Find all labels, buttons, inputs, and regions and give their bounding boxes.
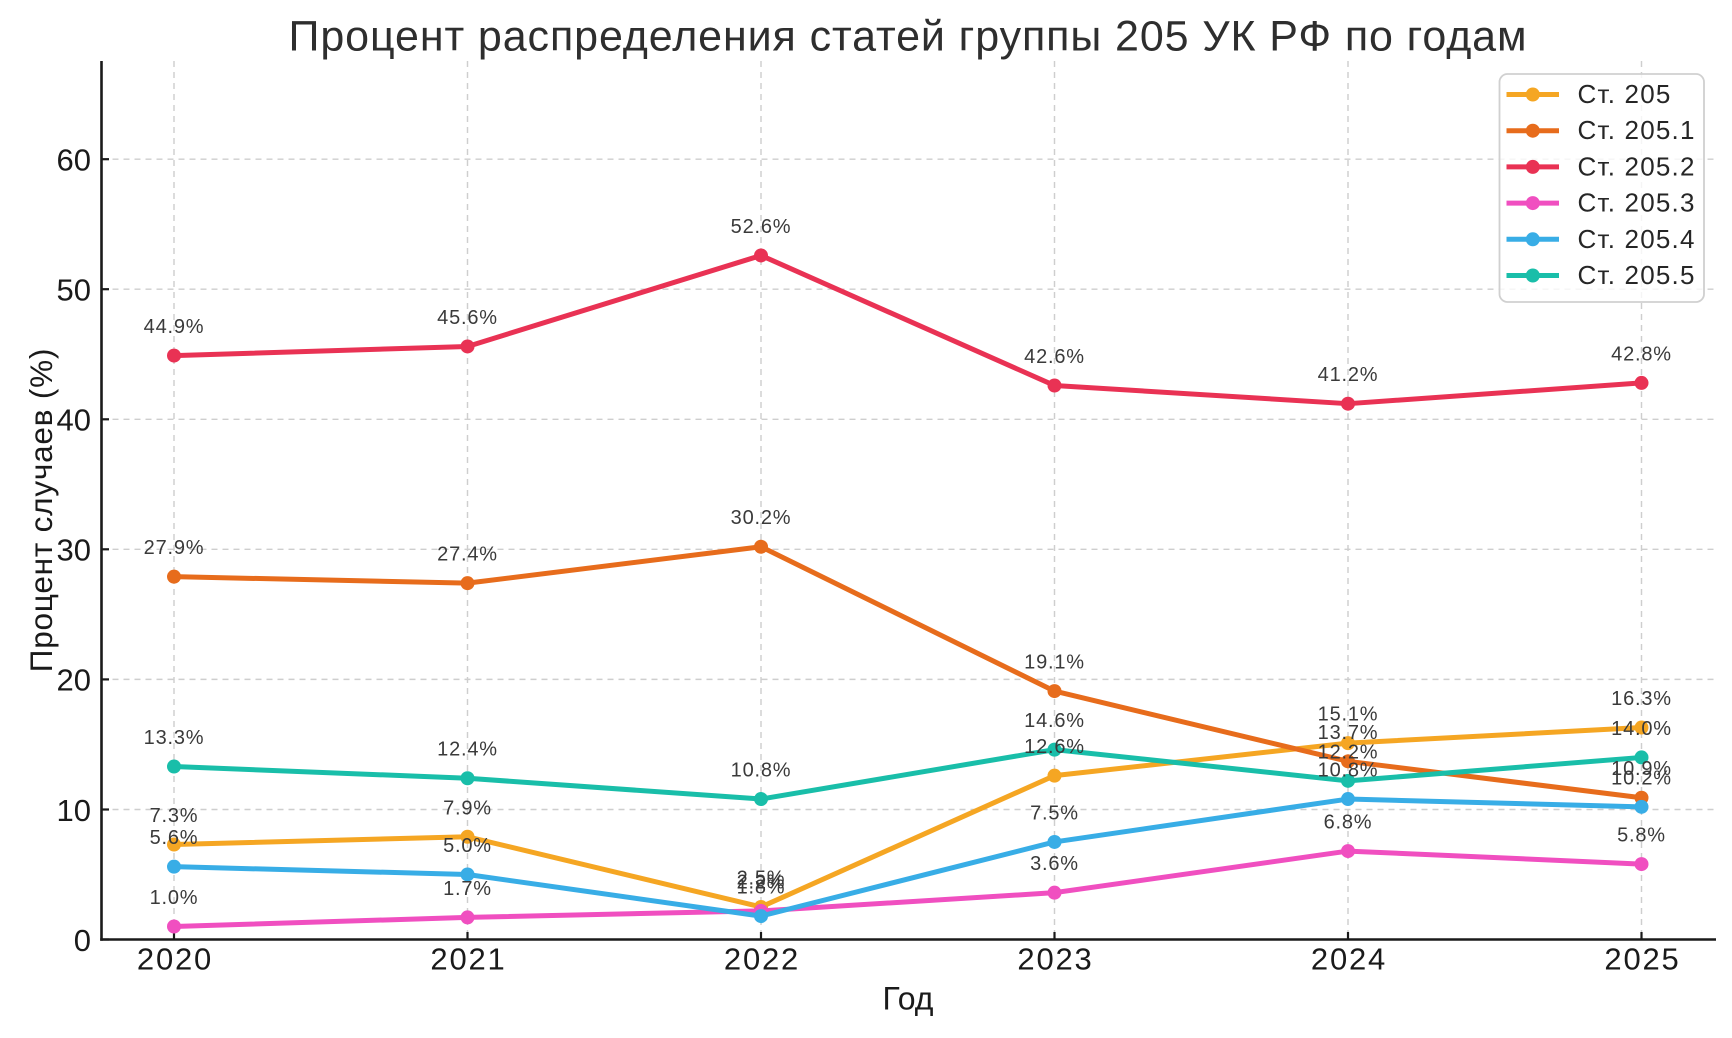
svg-text:10.2%: 10.2%: [1611, 767, 1672, 789]
svg-text:10.8%: 10.8%: [1318, 760, 1379, 782]
svg-text:50: 50: [57, 273, 91, 308]
svg-text:30: 30: [57, 533, 91, 568]
svg-text:1.8%: 1.8%: [737, 877, 786, 899]
svg-text:45.6%: 45.6%: [437, 307, 498, 329]
svg-text:Ст. 205.1: Ст. 205.1: [1578, 115, 1696, 145]
svg-text:Ст. 205.2: Ст. 205.2: [1578, 151, 1696, 181]
svg-text:12.4%: 12.4%: [437, 739, 498, 761]
svg-text:Ст. 205: Ст. 205: [1578, 79, 1672, 109]
svg-text:Процент распределения статей г: Процент распределения статей группы 205 …: [289, 13, 1528, 61]
svg-text:52.6%: 52.6%: [731, 216, 792, 238]
svg-text:60: 60: [57, 143, 91, 178]
svg-text:2024: 2024: [1311, 942, 1387, 977]
svg-text:41.2%: 41.2%: [1318, 364, 1379, 386]
svg-text:5.8%: 5.8%: [1617, 825, 1666, 847]
svg-text:14.0%: 14.0%: [1611, 718, 1672, 740]
svg-text:3.6%: 3.6%: [1030, 853, 1079, 875]
svg-text:10.9%: 10.9%: [1611, 758, 1672, 780]
svg-text:10: 10: [57, 793, 91, 828]
svg-text:1.7%: 1.7%: [443, 878, 492, 900]
svg-text:7.3%: 7.3%: [150, 805, 199, 827]
svg-text:Год: Год: [883, 981, 934, 1017]
svg-text:2023: 2023: [1017, 942, 1093, 977]
svg-text:2022: 2022: [724, 942, 800, 977]
svg-text:42.6%: 42.6%: [1024, 346, 1085, 368]
svg-text:13.3%: 13.3%: [144, 727, 205, 749]
svg-text:5.0%: 5.0%: [443, 835, 492, 857]
svg-text:44.9%: 44.9%: [144, 316, 205, 338]
svg-text:7.5%: 7.5%: [1030, 803, 1079, 825]
svg-text:5.6%: 5.6%: [150, 827, 199, 849]
svg-text:2.5%: 2.5%: [737, 868, 786, 890]
svg-text:20: 20: [57, 663, 91, 698]
svg-text:Ст. 205.5: Ст. 205.5: [1578, 260, 1696, 290]
svg-text:12.6%: 12.6%: [1024, 736, 1085, 758]
svg-text:2020: 2020: [137, 942, 213, 977]
svg-text:40: 40: [57, 403, 91, 438]
svg-text:19.1%: 19.1%: [1024, 652, 1085, 674]
svg-text:2021: 2021: [430, 942, 506, 977]
svg-text:12.2%: 12.2%: [1318, 741, 1379, 763]
svg-text:16.3%: 16.3%: [1611, 688, 1672, 710]
svg-text:27.9%: 27.9%: [144, 537, 205, 559]
svg-text:13.7%: 13.7%: [1318, 722, 1379, 744]
svg-text:7.9%: 7.9%: [443, 797, 492, 819]
svg-text:Ст. 205.4: Ст. 205.4: [1578, 224, 1696, 254]
svg-text:6.8%: 6.8%: [1324, 812, 1373, 834]
svg-text:10.8%: 10.8%: [731, 760, 792, 782]
svg-text:15.1%: 15.1%: [1318, 704, 1379, 726]
svg-text:30.2%: 30.2%: [731, 507, 792, 529]
svg-text:0: 0: [74, 923, 91, 958]
svg-text:42.8%: 42.8%: [1611, 343, 1672, 365]
svg-text:14.6%: 14.6%: [1024, 710, 1085, 732]
svg-text:Процент случаев (%): Процент случаев (%): [23, 348, 59, 672]
svg-text:2025: 2025: [1604, 942, 1680, 977]
svg-text:2.2%: 2.2%: [737, 871, 786, 893]
svg-text:Ст. 205.3: Ст. 205.3: [1578, 188, 1696, 218]
svg-text:27.4%: 27.4%: [437, 544, 498, 566]
svg-text:1.0%: 1.0%: [150, 887, 199, 909]
